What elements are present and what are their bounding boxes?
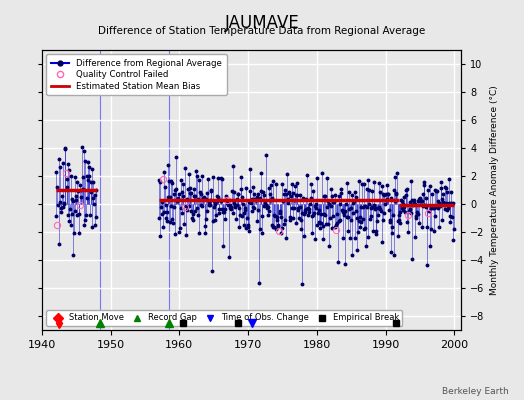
Text: Difference of Station Temperature Data from Regional Average: Difference of Station Temperature Data f… [99, 26, 425, 36]
Y-axis label: Monthly Temperature Anomaly Difference (°C): Monthly Temperature Anomaly Difference (… [490, 85, 499, 295]
Text: JAUMAVE: JAUMAVE [225, 14, 299, 32]
Text: Berkeley Earth: Berkeley Earth [442, 387, 508, 396]
Legend: Station Move, Record Gap, Time of Obs. Change, Empirical Break: Station Move, Record Gap, Time of Obs. C… [46, 310, 402, 326]
